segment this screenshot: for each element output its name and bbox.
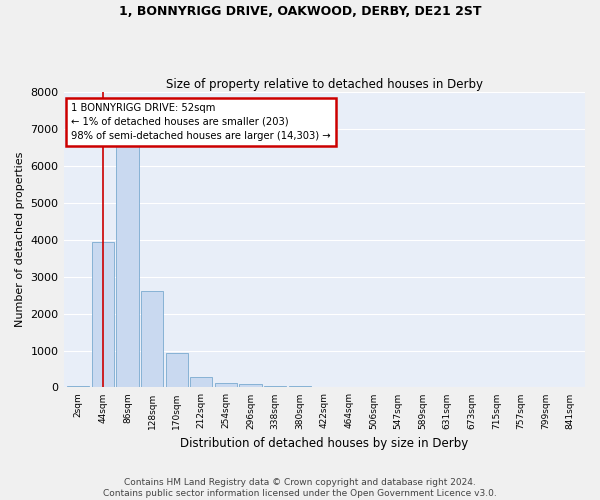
Text: 1, BONNYRIGG DRIVE, OAKWOOD, DERBY, DE21 2ST: 1, BONNYRIGG DRIVE, OAKWOOD, DERBY, DE21… <box>119 5 481 18</box>
Text: 1 BONNYRIGG DRIVE: 52sqm
← 1% of detached houses are smaller (203)
98% of semi-d: 1 BONNYRIGG DRIVE: 52sqm ← 1% of detache… <box>71 102 331 141</box>
Bar <box>116 146 139 388</box>
Title: Size of property relative to detached houses in Derby: Size of property relative to detached ho… <box>166 78 483 91</box>
X-axis label: Distribution of detached houses by size in Derby: Distribution of detached houses by size … <box>180 437 469 450</box>
Bar <box>67 386 89 388</box>
Bar <box>215 382 237 388</box>
Bar <box>239 384 262 388</box>
Bar <box>141 292 163 388</box>
Bar <box>166 353 188 388</box>
Bar <box>289 386 311 388</box>
Bar <box>313 386 335 388</box>
Bar <box>264 386 286 388</box>
Y-axis label: Number of detached properties: Number of detached properties <box>15 152 25 328</box>
Bar <box>92 242 114 388</box>
Text: Contains HM Land Registry data © Crown copyright and database right 2024.
Contai: Contains HM Land Registry data © Crown c… <box>103 478 497 498</box>
Bar <box>190 376 212 388</box>
